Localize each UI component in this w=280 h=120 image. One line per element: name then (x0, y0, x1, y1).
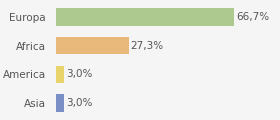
Bar (56, 37, 129, 54)
Bar (56, 94, 64, 111)
Bar (56, 66, 64, 83)
Text: 3,0%: 3,0% (66, 98, 92, 108)
Text: 3,0%: 3,0% (66, 69, 92, 79)
Text: 27,3%: 27,3% (131, 41, 164, 51)
Bar (56, 9, 234, 26)
Text: 66,7%: 66,7% (236, 12, 269, 22)
